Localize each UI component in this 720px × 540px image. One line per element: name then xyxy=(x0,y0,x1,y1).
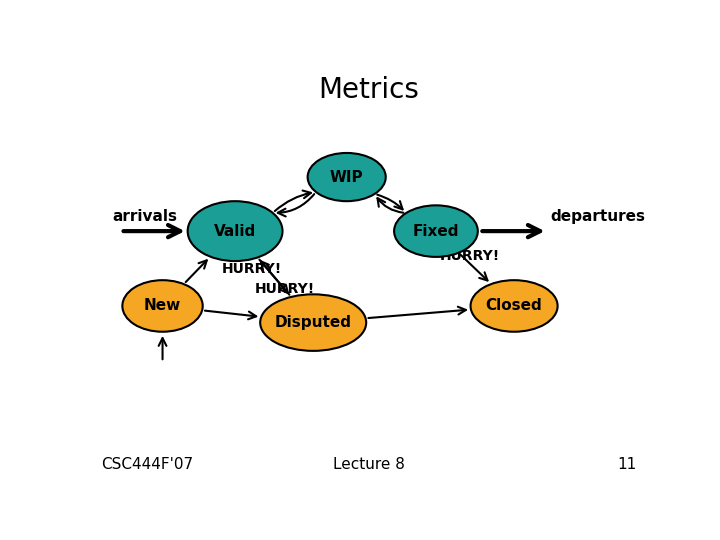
Text: New: New xyxy=(144,299,181,313)
Text: Metrics: Metrics xyxy=(318,76,420,104)
Text: WIP: WIP xyxy=(330,170,364,185)
Text: 11: 11 xyxy=(618,457,637,472)
Text: Disputed: Disputed xyxy=(275,315,351,330)
Text: Lecture 8: Lecture 8 xyxy=(333,457,405,472)
Text: Fixed: Fixed xyxy=(413,224,459,239)
Ellipse shape xyxy=(471,280,557,332)
Ellipse shape xyxy=(260,294,366,351)
Text: departures: departures xyxy=(550,209,645,224)
Text: HURRY!: HURRY! xyxy=(222,261,282,275)
Text: arrivals: arrivals xyxy=(112,209,177,224)
Text: Closed: Closed xyxy=(486,299,542,313)
Text: Valid: Valid xyxy=(214,224,256,239)
Ellipse shape xyxy=(188,201,282,261)
Text: HURRY!: HURRY! xyxy=(439,249,500,263)
Text: HURRY!: HURRY! xyxy=(255,282,315,296)
Ellipse shape xyxy=(307,153,386,201)
Ellipse shape xyxy=(122,280,203,332)
Text: CSC444F'07: CSC444F'07 xyxy=(101,457,193,472)
Ellipse shape xyxy=(394,205,478,257)
